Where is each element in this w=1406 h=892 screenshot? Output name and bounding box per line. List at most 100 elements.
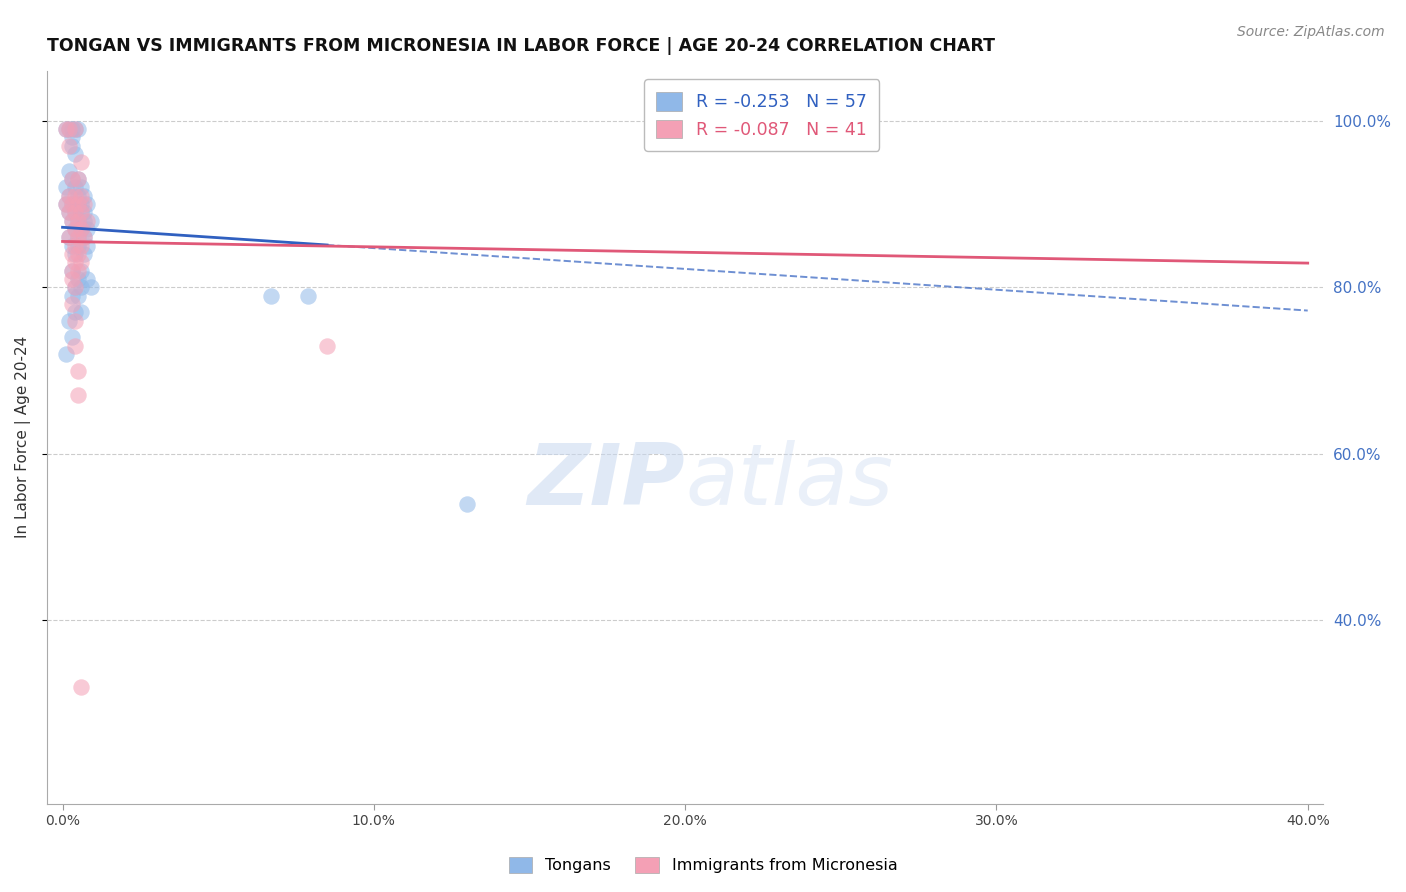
Point <box>70 263 93 277</box>
Point <box>60 197 83 211</box>
Point <box>70 205 93 219</box>
Point <box>60 172 83 186</box>
Y-axis label: In Labor Force | Age 20-24: In Labor Force | Age 20-24 <box>15 336 31 538</box>
Legend: R = -0.253   N = 57, R = -0.087   N = 41: R = -0.253 N = 57, R = -0.087 N = 41 <box>644 79 879 151</box>
Point <box>55 180 77 194</box>
Text: TONGAN VS IMMIGRANTS FROM MICRONESIA IN LABOR FORCE | AGE 20-24 CORRELATION CHAR: TONGAN VS IMMIGRANTS FROM MICRONESIA IN … <box>46 37 995 55</box>
Point <box>58 122 80 136</box>
Point <box>60 330 83 344</box>
Point <box>60 213 83 227</box>
Text: Source: ZipAtlas.com: Source: ZipAtlas.com <box>1237 25 1385 39</box>
Point <box>67 122 90 136</box>
Point <box>67 172 90 186</box>
Point <box>63 147 86 161</box>
Point <box>67 247 90 261</box>
Point <box>67 288 90 302</box>
Point <box>58 188 80 202</box>
Point <box>63 122 86 136</box>
Point <box>67 230 90 244</box>
Point <box>73 213 96 227</box>
Point <box>297 288 319 302</box>
Point <box>58 205 80 219</box>
Point <box>70 222 93 236</box>
Point <box>58 313 80 327</box>
Point <box>67 388 90 402</box>
Point <box>67 213 90 227</box>
Point <box>55 347 77 361</box>
Point <box>73 197 96 211</box>
Point <box>60 288 83 302</box>
Point <box>60 130 83 145</box>
Point <box>60 263 83 277</box>
Point <box>67 197 90 211</box>
Point <box>63 280 86 294</box>
Point <box>73 230 96 244</box>
Point <box>456 497 478 511</box>
Text: ZIP: ZIP <box>527 440 685 523</box>
Point <box>70 197 93 211</box>
Point <box>63 313 86 327</box>
Point <box>63 180 86 194</box>
Point <box>58 122 80 136</box>
Point <box>60 263 83 277</box>
Point <box>60 172 83 186</box>
Point <box>67 188 90 202</box>
Point <box>58 230 80 244</box>
Point <box>58 138 80 153</box>
Point <box>316 338 339 352</box>
Point <box>73 205 96 219</box>
Point <box>70 305 93 319</box>
Point <box>67 213 90 227</box>
Point <box>76 197 98 211</box>
Point <box>79 213 101 227</box>
Point <box>58 205 80 219</box>
Point <box>60 122 83 136</box>
Point <box>70 680 93 694</box>
Point <box>60 138 83 153</box>
Point <box>60 247 83 261</box>
Point <box>63 305 86 319</box>
Point <box>55 197 77 211</box>
Text: atlas: atlas <box>685 440 893 523</box>
Point <box>60 213 83 227</box>
Point <box>70 238 93 252</box>
Point <box>67 272 90 286</box>
Point <box>67 172 90 186</box>
Point <box>67 263 90 277</box>
Point <box>60 238 83 252</box>
Point <box>70 280 93 294</box>
Point <box>63 247 86 261</box>
Point <box>79 280 101 294</box>
Point <box>63 338 86 352</box>
Point <box>260 288 283 302</box>
Point <box>70 222 93 236</box>
Point <box>63 122 86 136</box>
Point <box>60 272 83 286</box>
Point <box>63 205 86 219</box>
Point <box>60 197 83 211</box>
Point <box>58 163 80 178</box>
Point <box>55 122 77 136</box>
Point <box>60 297 83 311</box>
Point <box>63 238 86 252</box>
Point <box>67 363 90 377</box>
Point <box>70 205 93 219</box>
Point <box>55 122 77 136</box>
Point <box>73 188 96 202</box>
Point <box>76 213 98 227</box>
Point <box>63 280 86 294</box>
Point <box>63 205 86 219</box>
Point <box>67 230 90 244</box>
Point <box>63 222 86 236</box>
Point <box>58 230 80 244</box>
Point <box>73 230 96 244</box>
Legend: Tongans, Immigrants from Micronesia: Tongans, Immigrants from Micronesia <box>502 850 904 880</box>
Point <box>76 272 98 286</box>
Point <box>67 238 90 252</box>
Point <box>58 188 80 202</box>
Point <box>76 222 98 236</box>
Point <box>63 255 86 269</box>
Point <box>76 238 98 252</box>
Point <box>63 188 86 202</box>
Point <box>67 197 90 211</box>
